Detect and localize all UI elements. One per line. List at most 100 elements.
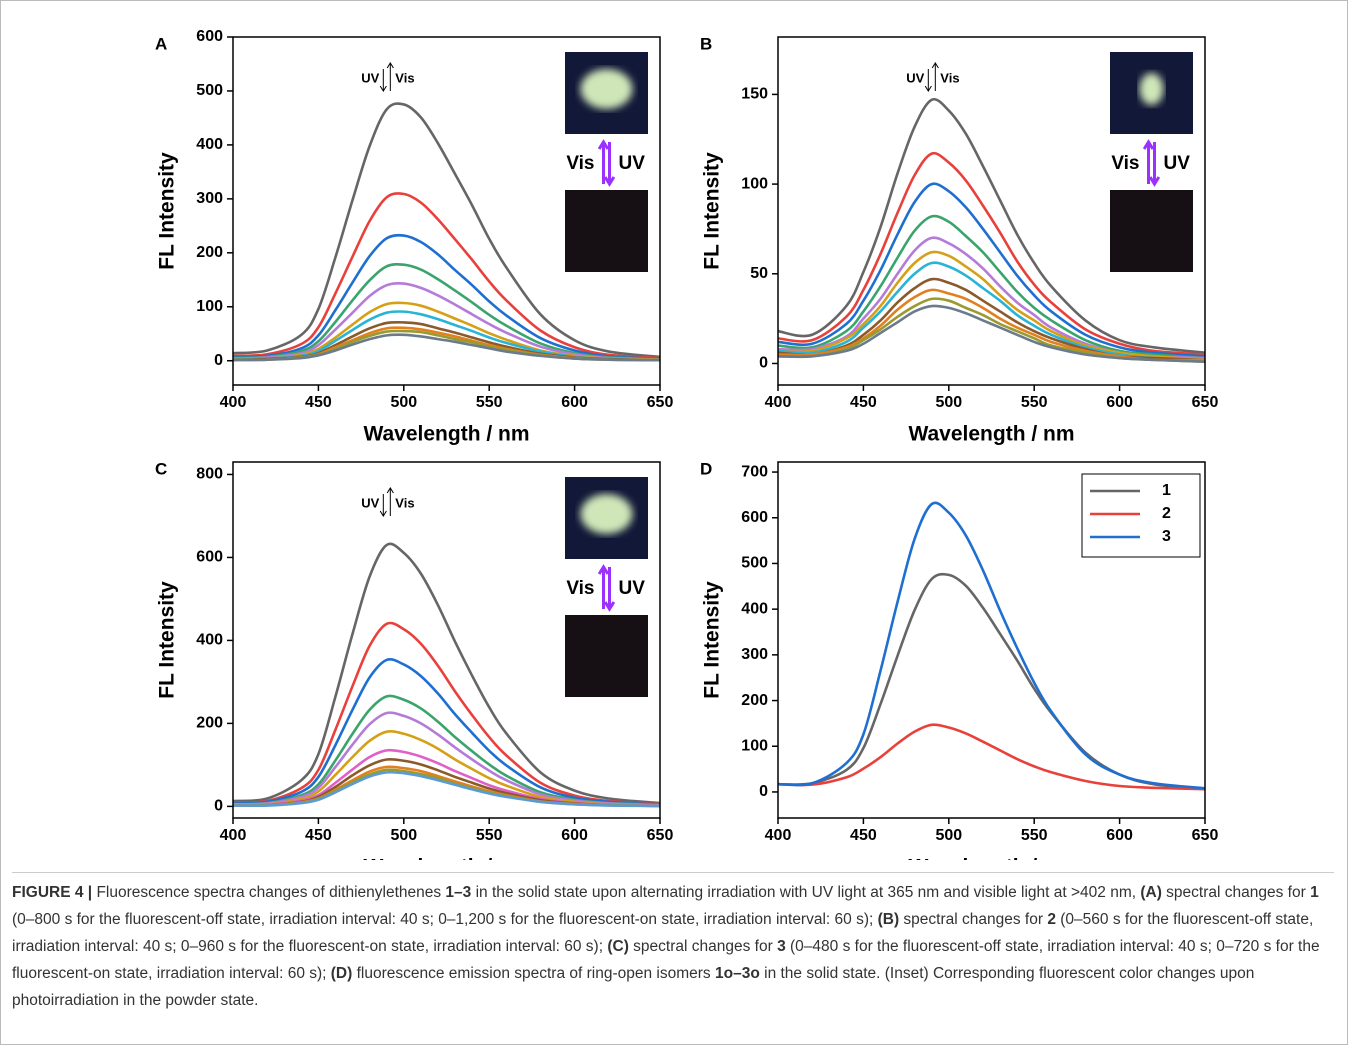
spectrum-line xyxy=(777,250,1206,362)
y-axis-label: FL Intensity xyxy=(156,581,179,699)
spectrum-line xyxy=(777,97,1206,355)
y-tick-label: 200 xyxy=(741,692,768,709)
legend-label: 2 xyxy=(1162,505,1171,522)
inset-label: Vis xyxy=(566,153,594,174)
x-tick-label: 450 xyxy=(305,394,332,411)
x-tick-label: 600 xyxy=(561,394,588,411)
y-tick-label: 600 xyxy=(196,28,223,45)
arrow-head xyxy=(597,139,610,150)
inset-label: UV xyxy=(619,578,646,599)
x-tick-label: 500 xyxy=(935,827,962,844)
panel-label: B xyxy=(700,34,712,53)
spectrum-line xyxy=(777,723,1206,791)
caption-run: FIGURE 4 | xyxy=(12,884,93,901)
y-tick-label: 150 xyxy=(741,86,768,103)
caption-run: in the solid state. (Inset) Correspondin… xyxy=(12,965,1255,1009)
spectrum-line xyxy=(777,277,1206,362)
y-tick-label: 600 xyxy=(741,509,768,526)
panel-label: C xyxy=(155,459,167,478)
arrow-head xyxy=(603,176,616,187)
y-tick-label: 0 xyxy=(759,783,768,800)
inset-image-off xyxy=(565,615,648,697)
y-tick-label: 400 xyxy=(196,632,223,649)
y-tick-label: 0 xyxy=(759,355,768,372)
y-tick-label: 800 xyxy=(196,466,223,483)
powder xyxy=(1139,73,1164,105)
y-tick-label: 500 xyxy=(741,555,768,572)
y-tick-label: 50 xyxy=(750,265,768,282)
plot-frame xyxy=(232,461,661,819)
spectrum-line xyxy=(777,151,1206,356)
x-axis-label: Wavelength / nm xyxy=(908,856,1074,860)
caption-run: 3 xyxy=(777,938,786,955)
x-tick-label: 600 xyxy=(561,827,588,844)
caption-run: (0–560 s for the fluorescent-off state, … xyxy=(12,911,1314,955)
powder xyxy=(580,69,633,109)
annotation: UV xyxy=(361,495,379,510)
powder xyxy=(580,494,633,534)
arrow-head xyxy=(1142,139,1155,150)
x-tick-label: 400 xyxy=(765,394,792,411)
y-axis-label: FL Intensity xyxy=(701,581,724,699)
x-axis-label: Wavelength / nm xyxy=(908,423,1074,446)
y-tick-label: 200 xyxy=(196,715,223,732)
spectrum-line xyxy=(232,542,661,805)
panel-label: D xyxy=(700,459,712,478)
x-tick-label: 500 xyxy=(390,394,417,411)
spectrum-line xyxy=(232,694,661,807)
arrow-head xyxy=(386,62,394,69)
x-tick-label: 450 xyxy=(850,827,877,844)
y-tick-label: 700 xyxy=(741,463,768,480)
x-axis-label: Wavelength / nm xyxy=(363,423,529,446)
x-tick-label: 500 xyxy=(390,827,417,844)
y-tick-label: 0 xyxy=(214,798,223,815)
inset-label: Vis xyxy=(1111,153,1139,174)
spectrum-line xyxy=(777,182,1206,358)
arrow-head xyxy=(386,487,394,494)
caption-run: (C) xyxy=(607,938,629,955)
arrow-head xyxy=(379,85,387,92)
y-axis-label: FL Intensity xyxy=(156,152,179,270)
spectrum-line xyxy=(777,236,1206,360)
inset-label: UV xyxy=(1164,153,1191,174)
x-tick-label: 550 xyxy=(476,827,503,844)
x-tick-label: 550 xyxy=(1021,394,1048,411)
spectrum-line xyxy=(777,304,1206,363)
caption-run: (A) xyxy=(1140,884,1162,901)
x-tick-label: 500 xyxy=(935,394,962,411)
x-tick-label: 550 xyxy=(1021,827,1048,844)
annotation: Vis xyxy=(395,70,414,85)
x-tick-label: 650 xyxy=(647,394,674,411)
spectrum-line xyxy=(232,711,661,807)
spectrum-line xyxy=(232,310,661,362)
y-tick-label: 300 xyxy=(741,646,768,663)
caption: FIGURE 4 | Fluorescence spectra changes … xyxy=(12,872,1334,1014)
caption-run: 1–3 xyxy=(445,884,472,901)
spectrum-line xyxy=(777,572,1206,791)
caption-run: spectral changes for xyxy=(1161,884,1311,901)
caption-run: 1 xyxy=(1310,884,1319,901)
spectrum-line xyxy=(232,770,661,808)
caption-run: Fluorescence spectra changes of dithieny… xyxy=(92,884,446,901)
caption-run: (0–480 s for the fluorescent-off state, … xyxy=(12,938,1320,982)
spectrum-line xyxy=(232,730,661,807)
x-tick-label: 650 xyxy=(647,827,674,844)
caption-run: (D) xyxy=(330,965,353,982)
legend-box xyxy=(1081,473,1201,558)
x-tick-label: 600 xyxy=(1106,827,1133,844)
y-tick-label: 100 xyxy=(741,175,768,192)
spectrum-line xyxy=(777,501,1206,790)
y-tick-label: 100 xyxy=(741,737,768,754)
spectrum-line xyxy=(232,333,661,362)
spectrum-line xyxy=(232,262,661,361)
arrow-head xyxy=(603,601,616,612)
x-tick-label: 650 xyxy=(1192,394,1219,411)
arrow-head xyxy=(924,85,932,92)
y-tick-label: 0 xyxy=(214,352,223,369)
x-tick-label: 650 xyxy=(1192,827,1219,844)
x-tick-label: 400 xyxy=(220,827,247,844)
spectrum-line xyxy=(777,288,1206,362)
annotation: UV xyxy=(906,70,924,85)
caption-run: fluorescence emission spectra of ring-op… xyxy=(352,965,715,982)
